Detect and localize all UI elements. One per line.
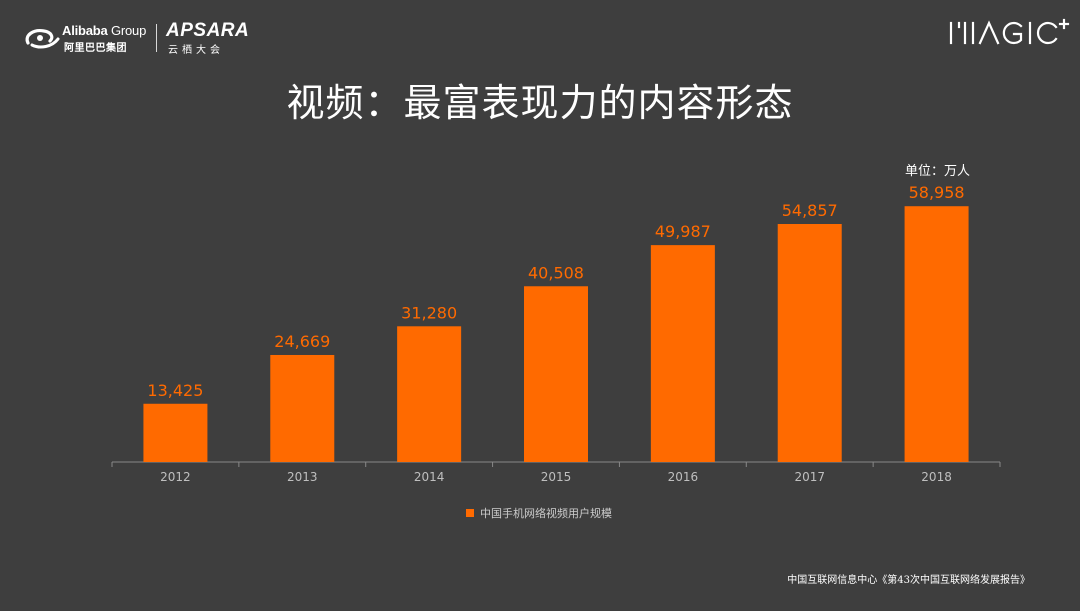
x-tick-label-2015: 2015	[541, 470, 572, 484]
x-tick-label-2018: 2018	[921, 470, 952, 484]
data-label-2015: 40,508	[528, 263, 584, 282]
bar-2016	[650, 245, 715, 462]
alibaba-group-logo: Alibaba Group 阿里巴巴集团	[24, 22, 150, 54]
bar-2015	[524, 286, 588, 462]
logo-divider	[156, 24, 157, 52]
bar-2014	[397, 326, 462, 462]
bar-2018	[904, 206, 969, 462]
x-tick-label-2012: 2012	[160, 470, 191, 484]
apsara-logo: APSARA 云栖大会	[166, 20, 250, 56]
unit-label: 单位：万人	[904, 164, 970, 179]
alibaba-cn-name: 阿里巴巴集团	[64, 43, 127, 54]
data-label-2017: 54,857	[782, 201, 838, 220]
source-citation: 中国互联网信息中心《第43次中国互联网络发展报告》	[787, 575, 1030, 586]
x-tick-label-2016: 2016	[668, 470, 699, 484]
x-tick-label-2017: 2017	[794, 470, 825, 484]
bar-2012	[143, 403, 208, 462]
page-title: 视频：最富表现力的内容形态	[286, 81, 794, 125]
apsara-wordmark: APSARA	[166, 20, 250, 41]
legend-label: 中国手机网络视频用户规模	[480, 507, 612, 520]
alibaba-mark-icon	[25, 29, 60, 49]
data-label-2018: 58,958	[909, 183, 965, 202]
bar-2013	[270, 354, 335, 462]
x-tick-label-2014: 2014	[414, 470, 445, 484]
data-label-2016: 49,987	[655, 222, 711, 241]
x-tick-label-2013: 2013	[287, 470, 318, 484]
alibaba-wordmark: Alibaba Group	[62, 23, 147, 38]
data-label-2012: 13,425	[147, 381, 203, 400]
data-label-2013: 24,669	[274, 332, 330, 351]
data-label-2014: 31,280	[401, 303, 457, 322]
legend-swatch	[466, 509, 474, 517]
magic-logo	[949, 18, 1070, 45]
apsara-cn-name: 云栖大会	[168, 45, 224, 56]
bar-2017	[777, 224, 842, 462]
